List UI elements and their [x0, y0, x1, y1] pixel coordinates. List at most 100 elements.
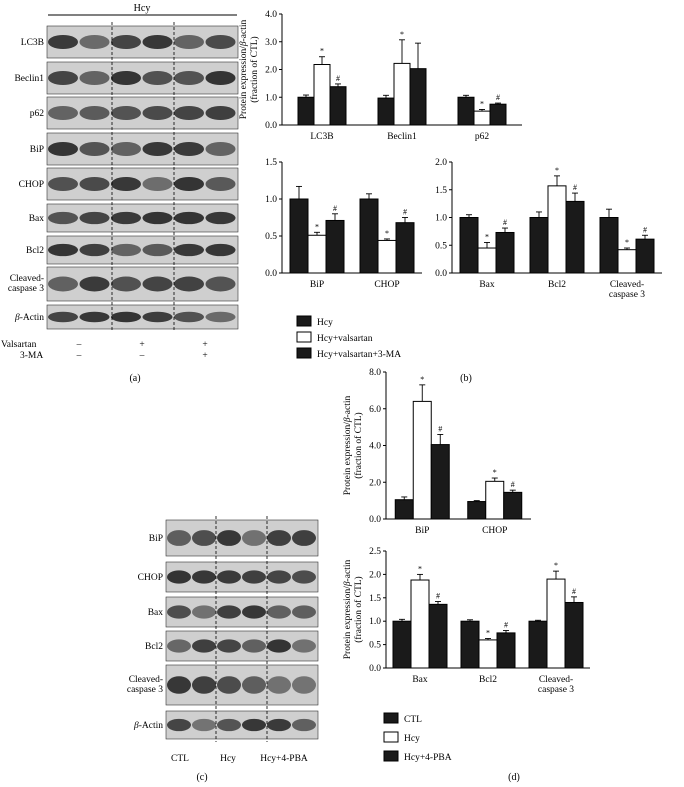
- bar-d1: [412, 400, 432, 520]
- y-tick-label: 1.0: [435, 214, 447, 224]
- blot-band: [79, 70, 110, 86]
- y-tick-label: 2.0: [435, 158, 447, 168]
- band-label-c: Bcl2: [145, 642, 163, 652]
- group-label: Hcy: [220, 754, 236, 764]
- blot-band: [111, 34, 141, 50]
- bar-b3: [547, 185, 567, 274]
- band-label-c-line: caspase 3: [127, 685, 163, 695]
- blot-band: [79, 141, 110, 157]
- treatment-sign: +: [202, 340, 207, 350]
- blot-band: [167, 676, 191, 694]
- blot-band: [48, 243, 78, 257]
- blot-band: [167, 639, 191, 653]
- x-tick-label: Bcl2: [548, 280, 566, 290]
- blot-band: [292, 605, 316, 619]
- blot-band: [142, 141, 173, 157]
- significance-mark: *: [400, 30, 404, 39]
- significance-mark: *: [554, 561, 558, 570]
- blot-band: [242, 718, 266, 732]
- group-label: Hcy+4-PBA: [260, 754, 308, 764]
- blot-band: [192, 570, 216, 584]
- blot-band: [142, 34, 173, 50]
- blot-band: [242, 605, 266, 619]
- blot-band: [174, 276, 204, 292]
- blot-band: [174, 211, 204, 225]
- significance-mark: *: [493, 468, 497, 477]
- blot-band: [192, 676, 216, 694]
- blot-band: [48, 276, 78, 292]
- y-axis-label-line: Protein expression/β-actin: [343, 560, 353, 660]
- bar-b1: [409, 68, 427, 126]
- x-tick-label: CHOP: [482, 526, 507, 536]
- bar-d2: [564, 601, 584, 669]
- treatment-label: 3-MA: [20, 351, 43, 361]
- blot-band: [205, 176, 236, 192]
- legend-d-entry: Hcy+4-PBA: [404, 753, 452, 763]
- significance-mark: #: [438, 424, 442, 433]
- blot-band: [48, 105, 78, 121]
- y-tick-label: 8.0: [369, 368, 381, 378]
- x-tick-label-line: Cleaved-: [610, 280, 644, 290]
- blot-band: [111, 243, 141, 257]
- blot-band: [174, 243, 204, 257]
- x-tick-label-line: Cleaved-: [539, 675, 573, 685]
- bar-b2: [325, 219, 345, 274]
- x-tick-label: Bax: [479, 280, 495, 290]
- blot-band: [217, 639, 241, 653]
- y-tick-label: 1.5: [435, 186, 447, 196]
- band-label-a-line: caspase 3: [8, 284, 44, 294]
- blot-band: [242, 570, 266, 584]
- x-tick-label-line: Beclin1: [387, 132, 417, 142]
- bar-b2: [395, 222, 415, 274]
- significance-mark: *: [555, 166, 559, 175]
- panel-label-a: (a): [129, 373, 140, 384]
- band-label-a-beta: β: [14, 313, 20, 323]
- y-tick-label: 0.0: [369, 664, 381, 674]
- blot-band: [205, 70, 236, 86]
- bar-b3: [617, 249, 637, 274]
- blot-band: [174, 141, 204, 157]
- blot-band: [205, 105, 236, 121]
- bar-b1: [377, 97, 395, 126]
- bar-b2: [289, 198, 309, 274]
- legend-d-swatch: [383, 712, 399, 724]
- bar-b3: [529, 217, 549, 274]
- y-tick-label: 1.0: [265, 195, 277, 205]
- bar-d2: [478, 639, 498, 669]
- x-tick-label: Beclin1: [387, 132, 417, 142]
- bar-b2: [377, 239, 397, 274]
- band-label-c: β-Actin: [133, 721, 163, 731]
- bar-d2: [528, 620, 548, 669]
- legend-b-entry: Hcy+valsartan+3-MA: [317, 350, 401, 360]
- significance-mark: *: [480, 99, 484, 108]
- treatment-sign: –: [139, 351, 145, 361]
- x-tick-label: p62: [475, 132, 490, 142]
- blot-band: [192, 639, 216, 653]
- x-tick-label: CHOP: [374, 280, 399, 290]
- legend-b-entry: Hcy: [317, 318, 333, 328]
- blot-band: [174, 311, 204, 323]
- blot-band: [79, 105, 110, 121]
- blot-band: [267, 570, 291, 584]
- blot-band: [79, 34, 110, 50]
- hcy-label: Hcy: [134, 3, 151, 14]
- y-axis-label-line: (fraction of CTL): [353, 576, 364, 642]
- blot-band: [167, 530, 191, 546]
- western-blot-panel-a: Hcy LC3B Beclin1 p62 BiP CHOP Bax Bcl2 Cleaved-c…: [1, 3, 239, 361]
- band-label-c-rest: -Actin: [139, 721, 164, 731]
- chart-d1: 0.0 2.0 4.0 6.0 8.0 Protein expression/β-acti…: [343, 368, 531, 536]
- blot-band: [292, 676, 316, 694]
- y-tick-label: 0.0: [369, 515, 381, 525]
- y-tick-label: 0.5: [435, 241, 447, 251]
- x-tick-label-line: BiP: [310, 280, 324, 290]
- band-label-a: LC3B: [21, 38, 44, 48]
- band-label-a: CHOP: [19, 180, 44, 190]
- blot-band: [205, 34, 236, 50]
- blot-band: [267, 530, 291, 546]
- treatment-label: Valsartan: [1, 340, 37, 350]
- blot-band: [48, 311, 78, 323]
- x-tick-label: BiP: [415, 526, 429, 536]
- y-axis-label-line: Protein expression/β-actin: [239, 20, 249, 120]
- x-tick-label-line: caspase 3: [609, 290, 645, 300]
- blot-band: [111, 276, 141, 292]
